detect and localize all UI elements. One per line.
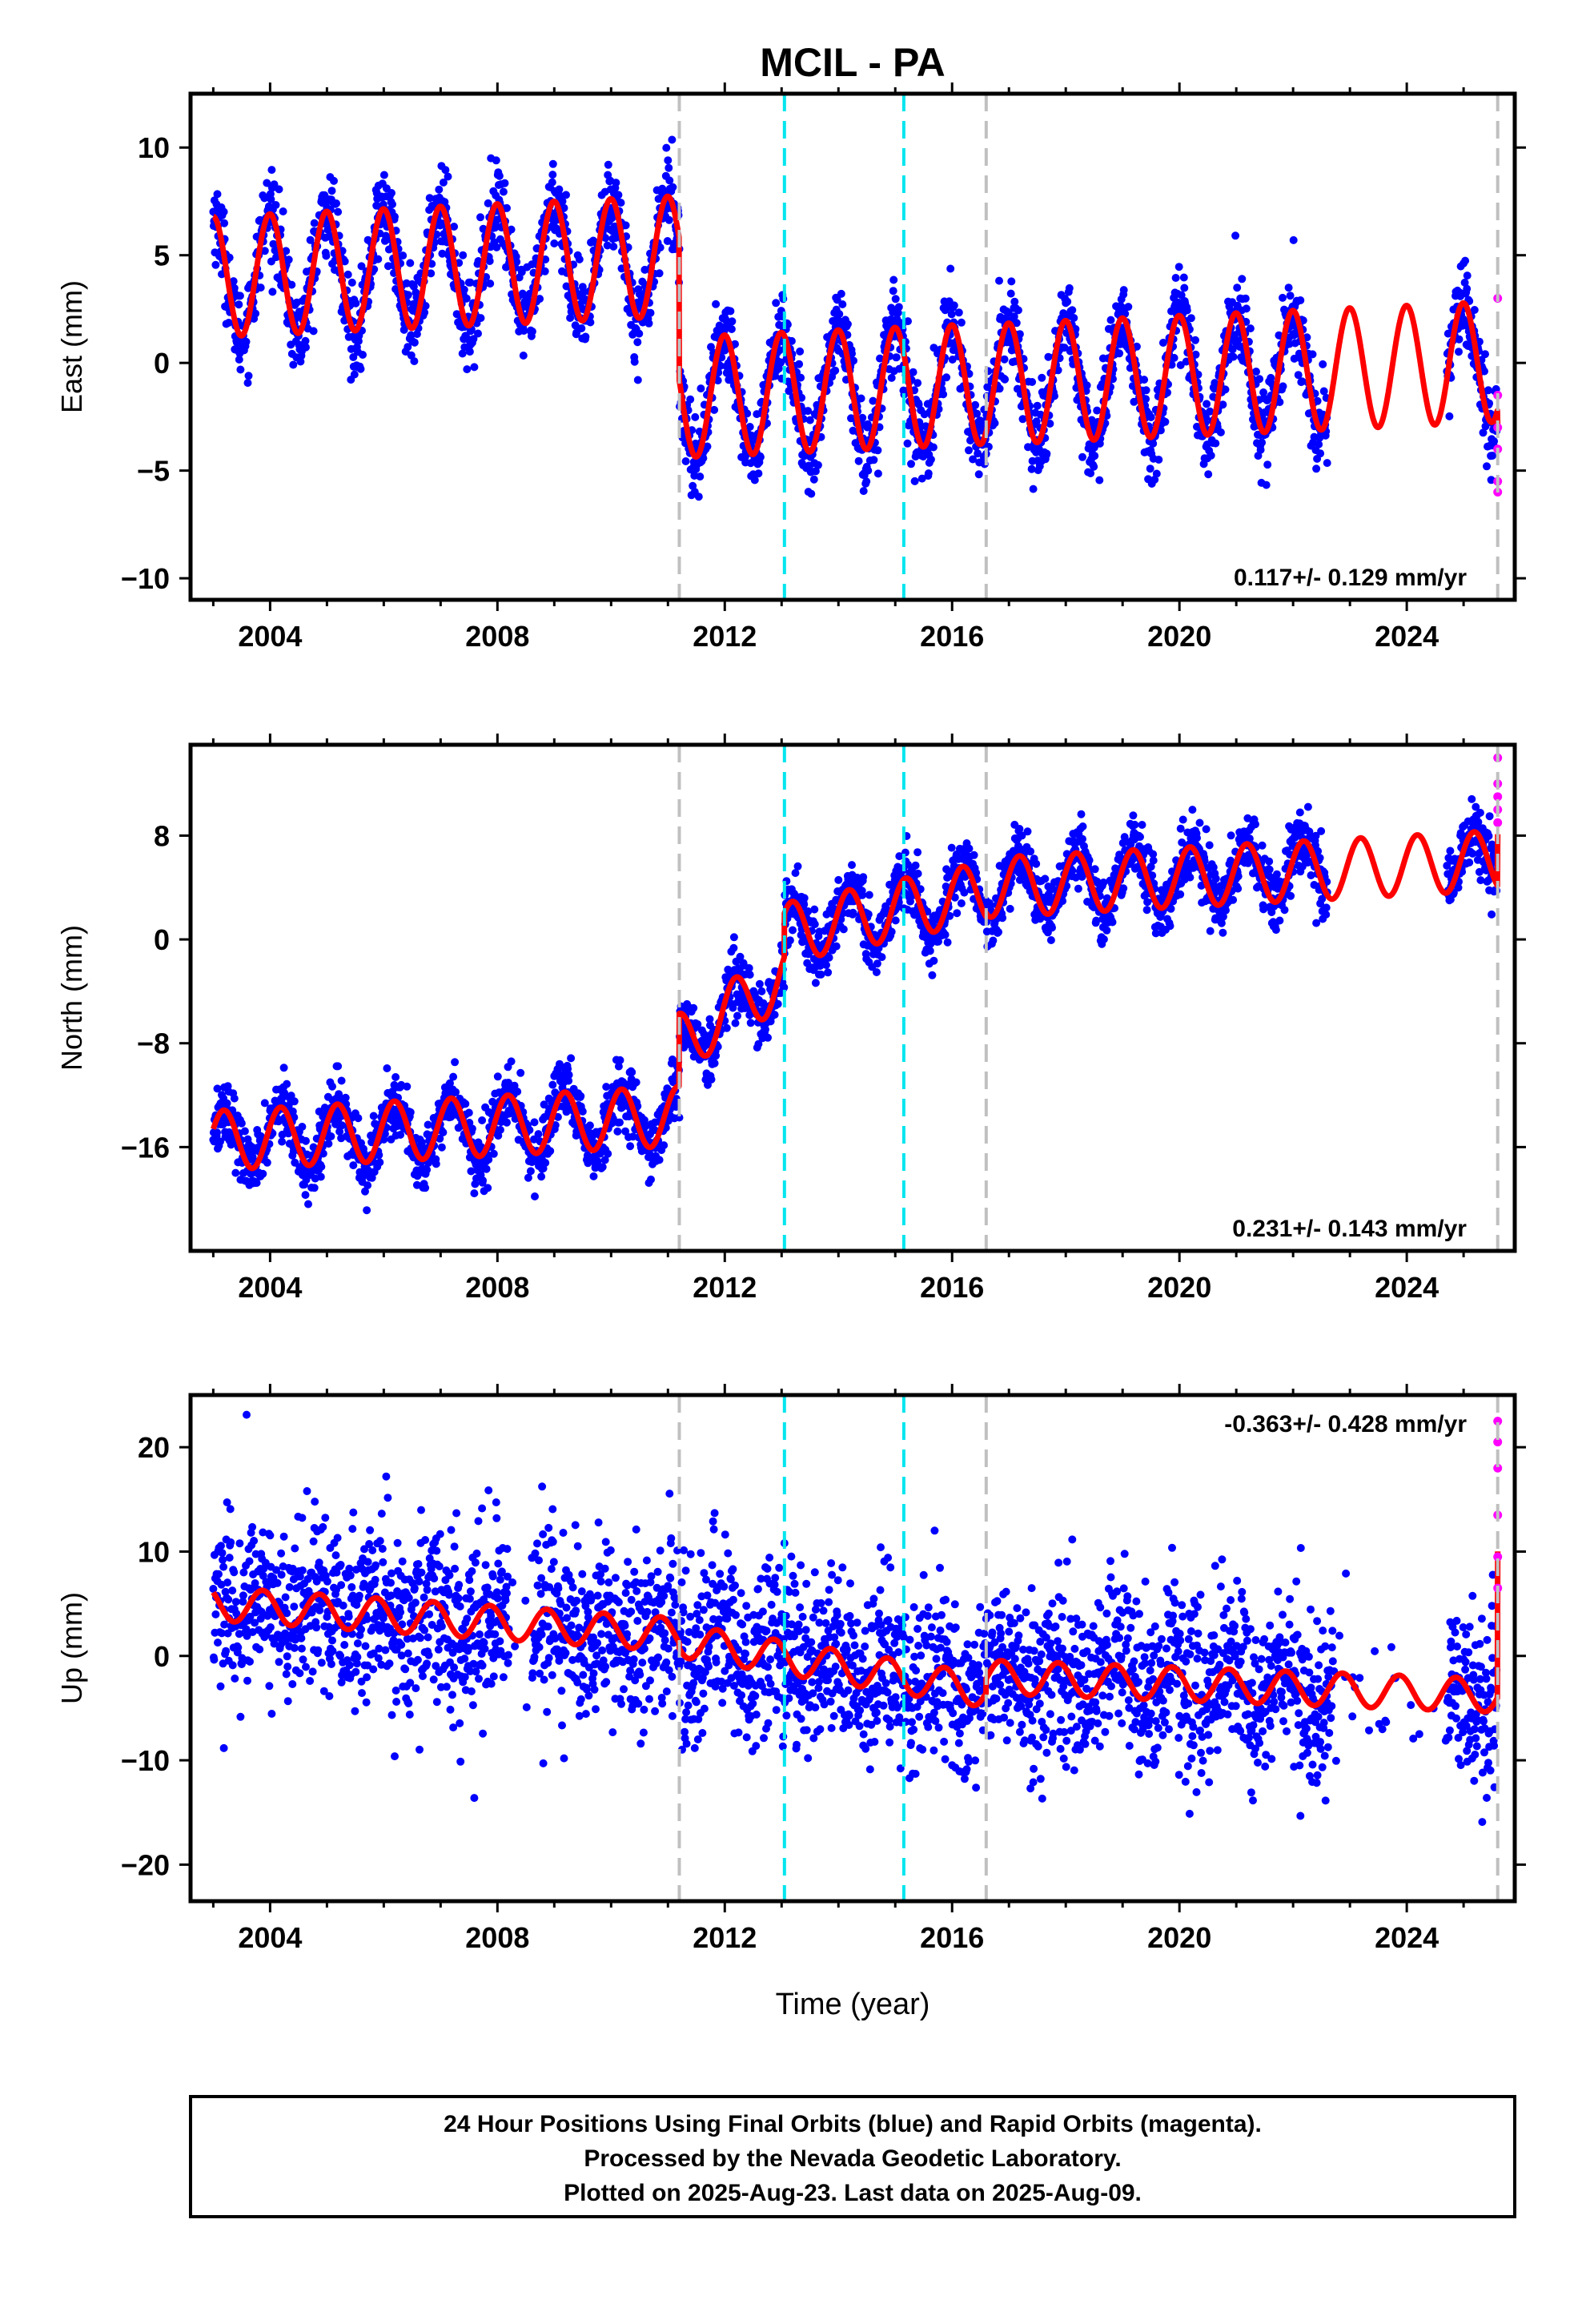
final-orbit-point-cloud bbox=[209, 1410, 1501, 1827]
footer-box bbox=[189, 2095, 1516, 2218]
model-fit-line bbox=[211, 829, 1501, 1172]
x-tick-label: 2024 bbox=[1375, 620, 1439, 653]
y-tick-label: −10 bbox=[121, 562, 170, 595]
rapid-orbit-point-2 bbox=[1493, 792, 1503, 802]
rate-label: 0.231+/- 0.143 mm/yr bbox=[1232, 1216, 1467, 1242]
x-tick-label: 2008 bbox=[465, 1921, 529, 1954]
y-axis-label: Up (mm) bbox=[55, 1592, 88, 1704]
x-tick-label: 2012 bbox=[693, 1271, 757, 1304]
x-tick-label: 2020 bbox=[1147, 1271, 1211, 1304]
y-tick-label: −10 bbox=[121, 1744, 170, 1777]
y-axis-label: North (mm) bbox=[55, 925, 88, 1071]
y-tick-label: −5 bbox=[137, 455, 170, 488]
plot-frame bbox=[188, 1393, 1517, 1904]
x-tick-label: 2012 bbox=[693, 620, 757, 653]
final-orbit-point-cloud bbox=[209, 135, 1501, 501]
x-tick-label: 2012 bbox=[693, 1921, 757, 1954]
final-orbit-points bbox=[209, 1410, 1501, 1827]
final-orbit-points bbox=[209, 794, 1501, 1215]
up-panel: 2004 2008 2012 2016 2020 2024 20 10 0 −10 −20 Up (m… bbox=[55, 1384, 1526, 1954]
east-panel: 2004 2008 2012 2016 2020 2024 10 5 0 −5 −10 East (m… bbox=[55, 82, 1526, 653]
x-tick-label: 2016 bbox=[920, 1921, 984, 1954]
x-tick-label: 2004 bbox=[238, 620, 302, 653]
final-orbit-point-cloud bbox=[209, 794, 1501, 1215]
x-tick-label: 2008 bbox=[465, 620, 529, 653]
north-panel: 2004 2008 2012 2016 2020 2024 8 0 −8 −16 North (mm… bbox=[55, 734, 1526, 1304]
y-tick-label: 8 bbox=[154, 819, 170, 852]
y-tick-label: 10 bbox=[138, 1535, 170, 1568]
x-tick-label: 2024 bbox=[1375, 1271, 1439, 1304]
model-fit-line bbox=[211, 1551, 1501, 1715]
y-tick-label: 20 bbox=[138, 1431, 170, 1464]
rate-label: -0.363+/- 0.428 mm/yr bbox=[1224, 1411, 1467, 1437]
footer-line-3: Plotted on 2025-Aug-23. Last data on 202… bbox=[564, 2180, 1142, 2206]
rapid-orbit-point-0 bbox=[1493, 1417, 1503, 1426]
y-tick-label: −16 bbox=[121, 1131, 170, 1164]
x-axis-label: Time (year) bbox=[776, 1988, 930, 2021]
final-orbit-points bbox=[209, 135, 1501, 501]
y-tick-label: 0 bbox=[154, 923, 170, 956]
chart-title: MCIL - PA bbox=[760, 40, 945, 85]
y-tick-label: −8 bbox=[137, 1027, 170, 1060]
footer-line-2: Processed by the Nevada Geodetic Laborat… bbox=[584, 2145, 1121, 2172]
rapid-orbit-point-1 bbox=[1493, 1437, 1503, 1447]
y-tick-label: 0 bbox=[154, 1640, 170, 1673]
y-tick-label: −20 bbox=[121, 1848, 170, 1881]
x-tick-label: 2020 bbox=[1147, 620, 1211, 653]
plot-area bbox=[209, 753, 1503, 1215]
x-tick-label: 2008 bbox=[465, 1271, 529, 1304]
x-tick-label: 2016 bbox=[920, 1271, 984, 1304]
y-tick-label: 5 bbox=[154, 239, 170, 272]
y-tick-label: 10 bbox=[138, 131, 170, 164]
plot-frame bbox=[188, 91, 1517, 602]
x-tick-label: 2020 bbox=[1147, 1921, 1211, 1954]
plot-area bbox=[209, 1410, 1503, 1827]
rapid-orbit-point-4 bbox=[1493, 818, 1503, 827]
x-tick-label: 2024 bbox=[1375, 1921, 1439, 1954]
model-fit-line bbox=[211, 193, 1501, 460]
y-axis-label: East (mm) bbox=[55, 280, 88, 413]
rate-label: 0.117+/- 0.129 mm/yr bbox=[1234, 565, 1467, 591]
x-tick-label: 2004 bbox=[238, 1921, 302, 1954]
x-tick-label: 2004 bbox=[238, 1271, 302, 1304]
plot-area bbox=[209, 135, 1503, 501]
rapid-orbit-point-4 bbox=[1493, 1552, 1503, 1562]
plot-frame bbox=[188, 742, 1517, 1253]
rapid-orbit-point-2 bbox=[1493, 1463, 1503, 1473]
footer-line-1: 24 Hour Positions Using Final Orbits (bl… bbox=[444, 2111, 1262, 2137]
y-tick-label: 0 bbox=[154, 347, 170, 380]
x-tick-label: 2016 bbox=[920, 620, 984, 653]
